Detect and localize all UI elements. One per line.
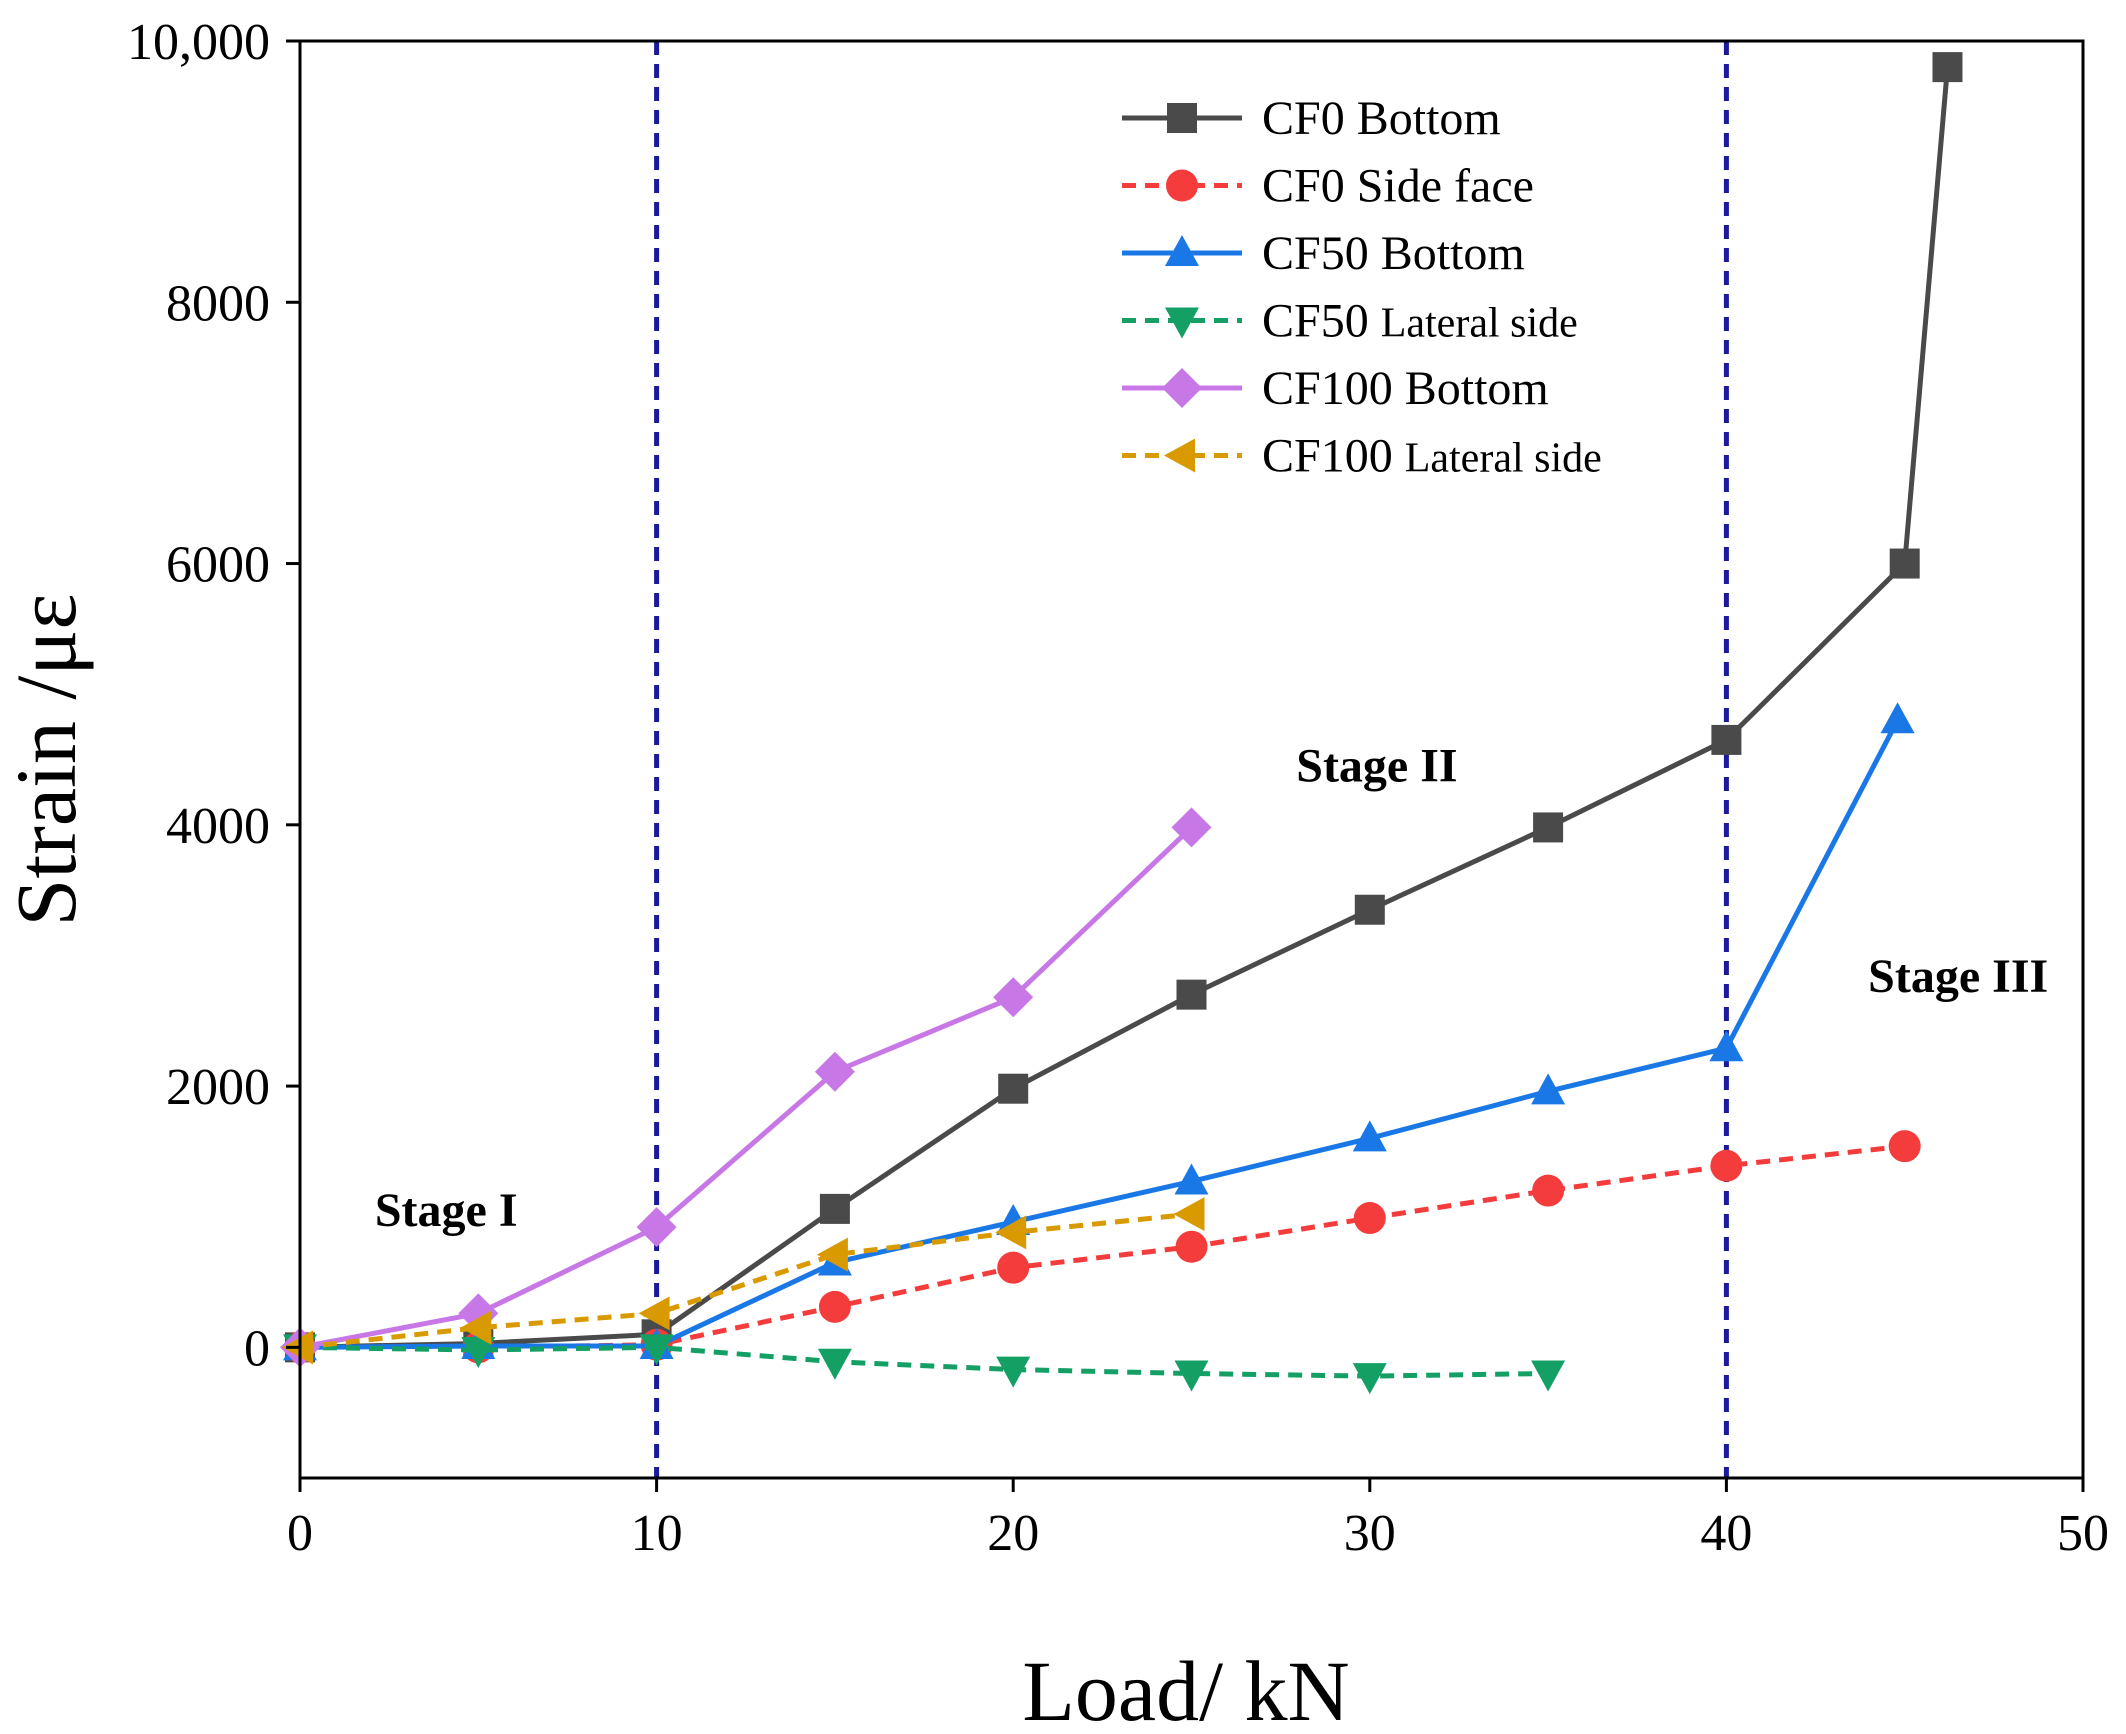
series-1-point-10 [1889, 548, 1920, 579]
series-5-point-3 [636, 1207, 677, 1248]
legend-label-3: CF50 Bottom [1262, 227, 1525, 280]
y-tick-label-6: 10,000 [127, 14, 270, 71]
series-4-point-6 [1174, 1360, 1209, 1392]
series-3-point-8 [1531, 1073, 1566, 1105]
series-5-point-4 [814, 1051, 855, 1092]
stage-label-1: Stage I [375, 1184, 518, 1237]
x-tick-label-5: 40 [1700, 1505, 1752, 1562]
legend-marker-2 [1166, 169, 1198, 202]
x-tick-label-4: 30 [1344, 1505, 1396, 1562]
series-1-point-4 [819, 1193, 850, 1224]
legend-marker-5 [1162, 368, 1202, 408]
x-axis-title: Load/ kN [1022, 1643, 1349, 1734]
y-tick-label-3: 4000 [166, 798, 270, 855]
series-1-point-8 [1533, 812, 1564, 843]
x-tick-label-6: 50 [2057, 1505, 2109, 1562]
x-tick-label-2: 10 [631, 1505, 683, 1562]
legend-label-6: CF100 Lateral side [1262, 430, 1602, 483]
legend-label-2: CF0 Side face [1262, 160, 1534, 213]
series-4-point-4 [817, 1348, 852, 1380]
x-tick-label-3: 20 [987, 1505, 1039, 1562]
legend-marker-4 [1165, 307, 1199, 339]
series-1-point-11 [1932, 52, 1963, 83]
series-6-point-6 [1173, 1197, 1205, 1232]
series-1-point-5 [998, 1073, 1029, 1104]
series-2-point-4 [818, 1290, 851, 1323]
series-line-1 [299, 66, 1950, 1350]
y-tick-label-2: 2000 [166, 1059, 270, 1116]
y-axis-title: Strain /με [0, 593, 94, 926]
series-2-point-7 [1353, 1202, 1386, 1235]
y-tick-label-1: 0 [244, 1320, 270, 1377]
series-1-point-9 [1711, 724, 1742, 755]
plot-marks: Stage I Stage II Stage III [280, 41, 2048, 1478]
legend-label-1: CF0 Bottom [1262, 92, 1501, 145]
series-6-point-5 [995, 1215, 1027, 1250]
legend: CF0 Bottom CF0 Side face CF50 Bottom CF50 La… [1122, 92, 1602, 483]
series-line-2 [300, 1143, 1905, 1350]
series-4-point-3 [639, 1334, 674, 1366]
series-2-point-8 [1532, 1174, 1565, 1207]
series-3-point-10 [1880, 702, 1915, 734]
axes: 0 10 20 30 40 50 0 2000 4000 6000 8000 10,000 [127, 14, 2109, 1562]
y-tick-label-5: 8000 [166, 275, 270, 332]
series-2-point-6 [1175, 1230, 1208, 1263]
series-5-point-5 [993, 977, 1034, 1018]
series-4-point-2 [461, 1336, 496, 1368]
series-4-point-7 [1352, 1363, 1387, 1395]
series-4-point-5 [996, 1356, 1031, 1388]
series-6-point-3 [638, 1296, 670, 1331]
legend-marker-3 [1165, 235, 1199, 266]
series-line-3 [299, 719, 1900, 1350]
series-3-point-6 [1174, 1163, 1209, 1195]
legend-label-5: CF100 Bottom [1262, 362, 1549, 415]
x-tick-label-1: 0 [287, 1505, 313, 1562]
y-tick-label-4: 6000 [166, 537, 270, 594]
series-3-point-7 [1352, 1120, 1387, 1152]
series-2-point-9 [1710, 1149, 1743, 1182]
legend-marker-6 [1164, 438, 1195, 473]
series-2-point-10 [1888, 1130, 1921, 1163]
series-3-point-9 [1709, 1030, 1744, 1062]
series-5-point-6 [1171, 807, 1212, 848]
series-6-point-4 [816, 1237, 848, 1272]
series-6-point-2 [460, 1310, 492, 1345]
legend-label-4: CF50 Lateral side [1262, 295, 1578, 348]
series-line-5 [299, 825, 1194, 1350]
series-2-point-5 [997, 1251, 1030, 1284]
series-line-4 [299, 1344, 1549, 1379]
series-1-point-7 [1354, 894, 1385, 925]
stage-label-3: Stage III [1868, 950, 2048, 1003]
stage-label-2: Stage II [1296, 740, 1457, 793]
plot-frame [298, 39, 2085, 1480]
legend-marker-1 [1167, 103, 1197, 133]
series-line-6 [299, 1211, 1192, 1350]
series-4-point-8 [1531, 1360, 1566, 1392]
series-1-point-6 [1176, 979, 1207, 1010]
